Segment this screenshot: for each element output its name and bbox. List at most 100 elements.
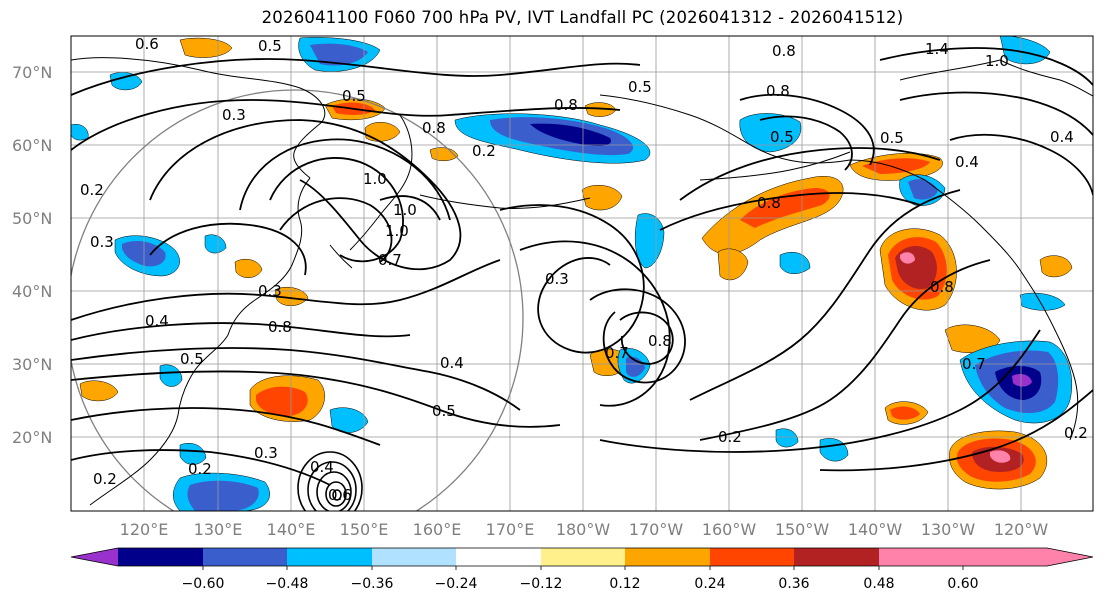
colorbar-tick-label: 0.48 bbox=[863, 576, 894, 592]
colorbar-segment bbox=[879, 548, 963, 566]
lon-label: 170°E bbox=[486, 520, 535, 539]
colorbar-segment bbox=[710, 548, 794, 566]
colorbar-extend-low bbox=[71, 548, 118, 566]
anomaly-negative-midblue bbox=[187, 480, 259, 511]
contour-label: 0.2 bbox=[472, 142, 496, 160]
lon-label: 180°W bbox=[556, 520, 611, 539]
lon-label: 140°E bbox=[267, 520, 316, 539]
contour-label: 0.5 bbox=[880, 129, 904, 147]
contour-label: 0.8 bbox=[554, 96, 578, 114]
anomaly-positive-orange bbox=[581, 184, 623, 211]
contour-label: 0.3 bbox=[222, 106, 246, 124]
contour-label-layer: 0.6 0.5 0.8 1.4 1.0 0.3 0.5 0.8 0.5 0.8 … bbox=[80, 35, 1088, 504]
colorbar-tick-label: 0.60 bbox=[947, 576, 978, 592]
colorbar-tick-label: −0.24 bbox=[435, 576, 478, 592]
colorbar-tick-label: 0.36 bbox=[778, 576, 809, 592]
contour-label: 0.7 bbox=[378, 251, 402, 269]
contour-label: 0.5 bbox=[770, 128, 794, 146]
contour-label: 0.4 bbox=[440, 354, 464, 372]
anomaly-positive-orange bbox=[79, 380, 119, 402]
contour-label: 0.2 bbox=[718, 428, 742, 446]
lat-label: 50°N bbox=[12, 209, 52, 228]
anomaly-negative-purple bbox=[1012, 374, 1032, 387]
lon-label: 160°E bbox=[413, 520, 462, 539]
contour-label: 0.3 bbox=[254, 444, 278, 462]
anomaly-negative-blue bbox=[159, 364, 183, 387]
longitude-labels: 120°E 130°E 140°E 150°E 160°E 170°E 180°… bbox=[120, 520, 1049, 539]
colorbar-segment bbox=[203, 548, 287, 566]
typhoon-rings bbox=[297, 451, 363, 511]
colorbar-tick-label: −0.12 bbox=[520, 576, 563, 592]
lat-label: 40°N bbox=[12, 282, 52, 301]
anomaly-positive-red bbox=[256, 386, 308, 416]
anomaly-negative-blue bbox=[204, 234, 227, 254]
colorbar-outline bbox=[70, 547, 1094, 567]
contour-label: 0.8 bbox=[772, 42, 796, 60]
contour-label: 0.3 bbox=[90, 233, 114, 251]
colorbar-segment bbox=[118, 548, 203, 566]
contour-label: 0.8 bbox=[930, 278, 954, 296]
contour-label: 0.5 bbox=[342, 87, 366, 105]
contour-label: 0.2 bbox=[1064, 424, 1088, 442]
colorbar-segment bbox=[456, 548, 541, 566]
lat-label: 30°N bbox=[12, 355, 52, 374]
contour-label: 1.0 bbox=[393, 201, 417, 219]
lon-label: 150°E bbox=[340, 520, 389, 539]
contour-label: 1.0 bbox=[985, 52, 1009, 70]
lon-label: 120°W bbox=[994, 520, 1049, 539]
lon-label: 120°E bbox=[120, 520, 169, 539]
colorbar-segment bbox=[287, 548, 372, 566]
contour-label: 0.8 bbox=[757, 194, 781, 212]
contour-label: 0.4 bbox=[955, 153, 979, 171]
lon-label: 130°E bbox=[194, 520, 243, 539]
contour-label: 0.7 bbox=[605, 344, 629, 362]
contour-label: 0.4 bbox=[310, 458, 334, 476]
contour-label: 0.7 bbox=[962, 355, 986, 373]
colorbar-segment bbox=[372, 548, 456, 566]
contour-label: 0.4 bbox=[145, 312, 169, 330]
lon-label: 170°W bbox=[629, 520, 684, 539]
graticule bbox=[71, 36, 1093, 511]
anomaly-positive-orange bbox=[364, 121, 401, 142]
contour-label: 0.3 bbox=[545, 270, 569, 288]
anomaly-negative-darkblue bbox=[530, 123, 611, 146]
anomaly-negative-blue bbox=[179, 442, 207, 465]
contour-label: 1.4 bbox=[925, 40, 949, 58]
anomaly-positive-orange bbox=[274, 287, 309, 306]
colorbar-segment bbox=[794, 548, 879, 566]
anomaly-positive-pink bbox=[990, 450, 1011, 463]
landfall-region-circle bbox=[71, 89, 524, 511]
lon-label: 130°W bbox=[921, 520, 976, 539]
contour-label: 0.5 bbox=[180, 350, 204, 368]
contour-label: 0.5 bbox=[432, 402, 456, 420]
anomaly-positive-red bbox=[862, 158, 930, 174]
anomaly-negative-blue bbox=[109, 72, 143, 91]
contour-label: 0.2 bbox=[188, 460, 212, 478]
coastlines bbox=[71, 57, 1093, 506]
anomaly-negative-blue bbox=[775, 428, 799, 448]
contour-label: 0.6 bbox=[328, 486, 352, 504]
anomaly-negative-midblue bbox=[310, 43, 368, 66]
anomaly-negative-blue bbox=[999, 36, 1051, 65]
contour-label: 0.6 bbox=[135, 35, 159, 53]
colorbar-segment bbox=[625, 548, 710, 566]
contour-label: 0.4 bbox=[1050, 128, 1074, 146]
contour-label: 0.8 bbox=[766, 82, 790, 100]
figure-title: 2026041100 F060 700 hPa PV, IVT Landfall… bbox=[261, 8, 904, 27]
colorbar-segment bbox=[541, 548, 625, 566]
anomaly-positive-red bbox=[890, 406, 920, 420]
colorbar-tick-label: −0.36 bbox=[351, 576, 394, 592]
contour-label: 1.0 bbox=[363, 170, 387, 188]
anomaly-positive-orange bbox=[1039, 255, 1073, 278]
latitude-labels: 70°N 60°N 50°N 40°N 30°N 20°N bbox=[12, 63, 52, 447]
anomaly-negative-blue bbox=[1019, 292, 1066, 311]
anomaly-positive-orange bbox=[944, 324, 1001, 353]
pv-contours bbox=[71, 47, 1093, 486]
anomaly-positive-orange bbox=[234, 259, 263, 278]
lat-label: 60°N bbox=[12, 136, 52, 155]
lon-label: 150°W bbox=[775, 520, 830, 539]
anomaly-positive-pink bbox=[900, 252, 915, 264]
map-frame bbox=[70, 35, 1094, 512]
colorbar-extend-high bbox=[963, 548, 1093, 566]
